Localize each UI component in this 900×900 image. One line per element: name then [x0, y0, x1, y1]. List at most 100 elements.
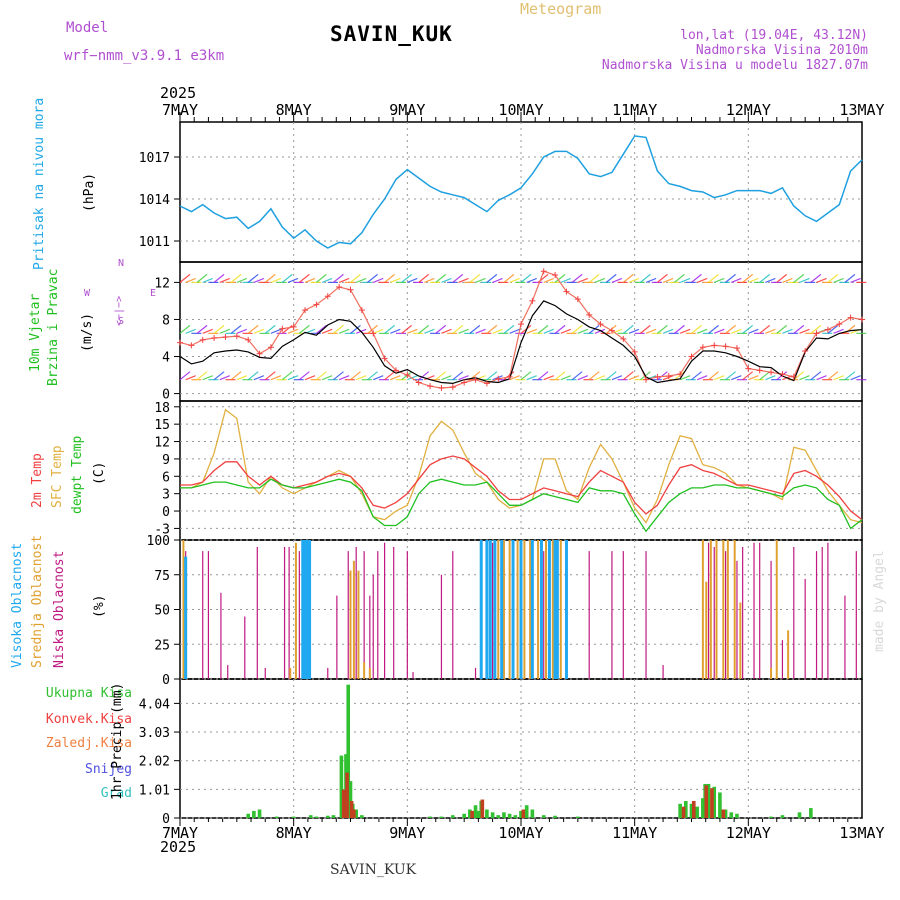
gust-marker: [427, 383, 434, 390]
precip-label-conv: Konvek.Kisa: [45, 712, 132, 727]
precip-bar: [721, 809, 726, 818]
wind-arrow: [185, 375, 196, 381]
wind-arrow: [543, 375, 554, 381]
temp-y-tick-label: 6: [162, 470, 170, 485]
wind-arrow: [731, 328, 742, 334]
wind-arrow: [373, 328, 384, 334]
wind-arrow: [373, 375, 384, 381]
gust-marker: [597, 321, 604, 328]
gust-marker: [290, 323, 297, 330]
wind-arrow: [298, 371, 310, 381]
wind-arrow: [321, 277, 333, 283]
wind-arrow: [264, 273, 276, 283]
gust-marker: [177, 339, 183, 346]
wind-arrow: [179, 371, 191, 381]
wind-arrow: [765, 277, 776, 283]
wind-arrow: [486, 273, 498, 283]
wind-arrow: [639, 324, 651, 334]
gust-marker: [358, 307, 365, 314]
year-top: 2025: [160, 84, 197, 102]
precip-y-tick-label: 1.01: [139, 783, 170, 798]
wind-arrow: [441, 328, 452, 334]
temp-y-tick-label: 18: [154, 401, 170, 416]
wind-arrow: [645, 277, 657, 283]
wind-arrow: [475, 328, 486, 334]
compass-north: N: [118, 258, 125, 269]
precip-bar: [576, 816, 580, 818]
precip-bar: [252, 810, 256, 818]
wind-y-tick-label: 8: [162, 313, 170, 328]
wind-arrow: [458, 277, 469, 283]
x-tick-label-bottom: 9MAY: [389, 824, 425, 842]
wind-arrow: [520, 371, 532, 381]
precip-bar: [468, 809, 472, 818]
wind-arrow: [509, 328, 520, 334]
wind-arrow: [253, 277, 265, 283]
wind-arrow: [424, 375, 435, 381]
gust-marker: [768, 369, 775, 376]
x-tick-label-top: 13MAY: [839, 101, 884, 119]
wind-arrow: [196, 273, 208, 283]
wind-arrow: [776, 324, 788, 334]
wind-arrow: [657, 273, 668, 283]
wind-arrow: [503, 324, 515, 334]
wind-arrow: [321, 375, 333, 381]
precip-bar: [339, 755, 344, 818]
wind-arrow: [827, 273, 839, 283]
wind-arrow: [418, 273, 430, 283]
wind-arrow: [833, 328, 844, 334]
wind-arrow: [594, 375, 606, 381]
x-tick-label-top: 7MAY: [162, 101, 198, 119]
wind-arrow: [350, 273, 361, 283]
cloud-y-tick-label: 100: [147, 534, 170, 549]
wind-arrow: [662, 277, 674, 283]
wind-arrow: [298, 273, 310, 283]
wind-arrow: [287, 375, 299, 381]
wind-arrow: [264, 324, 276, 334]
precip-bar: [513, 815, 518, 818]
gust-marker: [211, 334, 218, 341]
gust-marker: [836, 321, 843, 328]
gust-marker: [643, 376, 650, 383]
wind-arrow: [588, 324, 600, 334]
wind-arrow: [810, 324, 822, 334]
wind-arrow: [696, 328, 708, 334]
wind-arrow: [679, 375, 691, 381]
wind-arrow: [202, 328, 213, 334]
wind-arrow: [492, 277, 503, 283]
wind-arrow: [213, 371, 225, 381]
wind-arrow: [696, 375, 708, 381]
wind-arrow: [185, 277, 196, 283]
cloud-y-tick-label: 50: [154, 604, 170, 619]
wind-arrow: [679, 328, 691, 334]
wind-arrow: [526, 277, 537, 283]
wind-arrow: [503, 371, 515, 381]
wind-arrow: [605, 371, 617, 381]
chart-subtitle: Meteogram: [520, 0, 602, 18]
wind-arrow: [748, 328, 759, 334]
gust-marker: [518, 321, 524, 328]
wind-arrow: [384, 371, 395, 381]
model-label: Model: [66, 20, 109, 36]
precip-bar: [769, 816, 773, 818]
wind-direction-field: [179, 273, 867, 381]
precip-bar: [530, 809, 535, 818]
precip-bar: [291, 816, 296, 818]
pressure-y-tick-label: 1017: [139, 151, 170, 166]
gust-marker: [347, 286, 354, 293]
wind-arrow: [333, 324, 344, 334]
wind-arrow: [605, 324, 617, 334]
gust-marker: [336, 284, 343, 291]
precip-bar: [470, 810, 474, 818]
gust-marker: [654, 373, 661, 380]
wind-arrow: [554, 273, 566, 283]
wind-arrow: [526, 375, 537, 381]
model-elevation-label: Nadmorska Visina u modelu 1827.07m: [601, 58, 868, 73]
wind-arrow: [594, 277, 606, 283]
wind-arrow: [571, 324, 583, 334]
wind-arrow: [338, 277, 350, 283]
wind-arrow: [560, 328, 572, 334]
x-tick-label-top: 8MAY: [276, 101, 312, 119]
precip-bar: [274, 816, 279, 818]
wind-arrow: [628, 277, 640, 283]
